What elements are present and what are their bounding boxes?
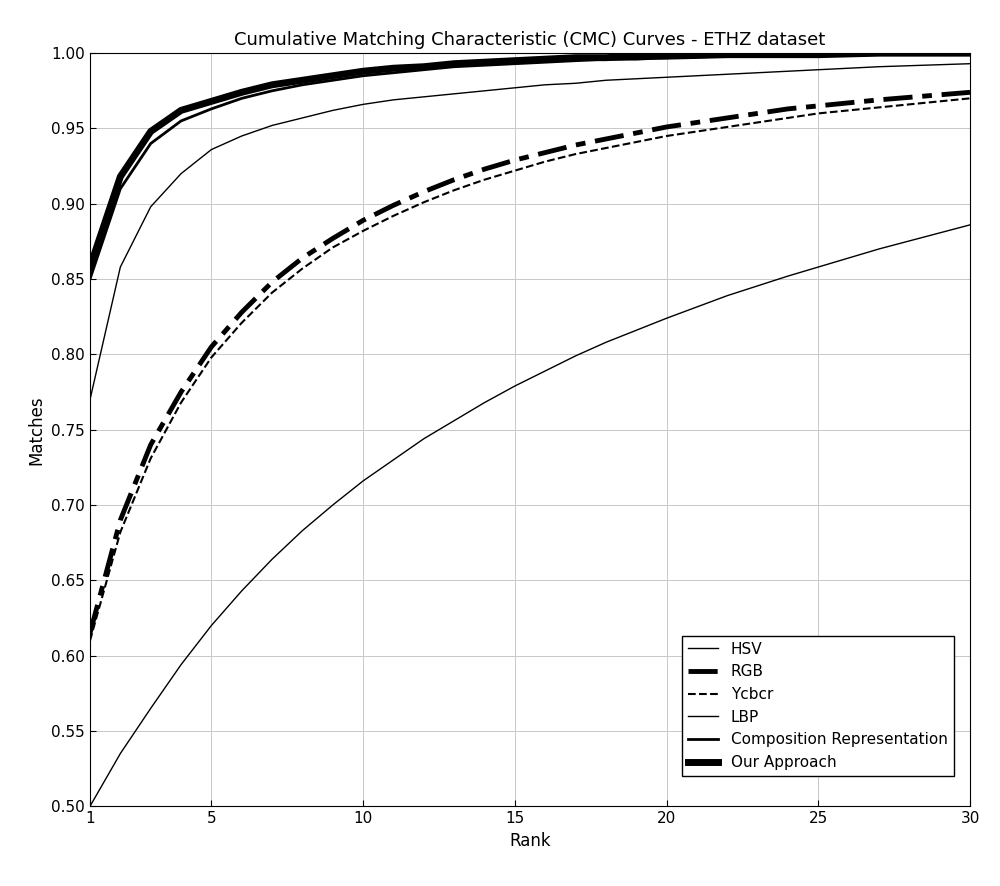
X-axis label: Rank: Rank (509, 832, 551, 850)
Title: Cumulative Matching Characteristic (CMC) Curves - ETHZ dataset: Cumulative Matching Characteristic (CMC)… (234, 31, 826, 49)
Legend: HSV, RGB, Ycbcr, LBP, Composition Representation, Our Approach: HSV, RGB, Ycbcr, LBP, Composition Repres… (682, 635, 954, 776)
Y-axis label: Matches: Matches (28, 395, 46, 464)
